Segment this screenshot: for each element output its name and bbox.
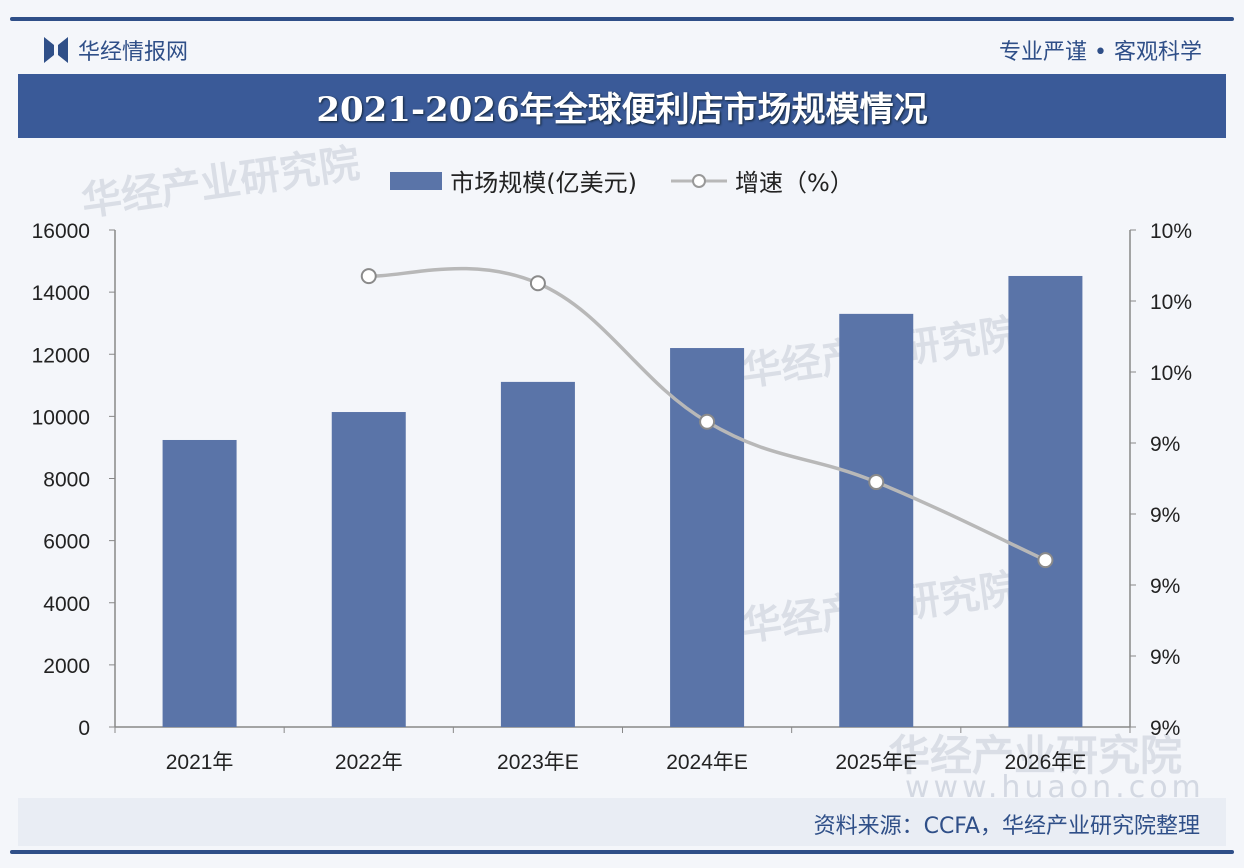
right-tick-label: 9%: [1150, 575, 1180, 598]
growth-point: [360, 268, 377, 285]
x-tick-label: 2023年E: [497, 751, 579, 774]
left-tick-label: 10000: [32, 406, 90, 429]
left-tick-label: 4000: [43, 593, 90, 616]
x-tick-label: 2024年E: [666, 751, 748, 774]
growth-point: [868, 474, 885, 491]
right-tick-label: 10%: [1150, 362, 1192, 385]
bar-2026年E: [1008, 275, 1083, 727]
left-tick-label: 8000: [43, 469, 90, 492]
bar-2024年E: [670, 348, 745, 727]
x-tick-label: 2022年: [335, 751, 403, 774]
brand: 华经情报网: [44, 34, 188, 66]
right-tick-label: 9%: [1150, 504, 1180, 527]
brand-logo-icon: [44, 37, 68, 63]
bar-2025年E: [839, 313, 914, 727]
legend-bar-swatch: [390, 171, 443, 190]
brand-name: 华经情报网: [78, 40, 189, 65]
bar-2022年: [331, 412, 406, 727]
legend: 市场规模(亿美元) 增速（%）: [0, 163, 1244, 198]
footer-band: [18, 798, 1226, 846]
bar-2021年: [162, 439, 237, 727]
growth-point: [699, 413, 716, 430]
left-tick-label: 16000: [32, 220, 90, 243]
top-rule: [10, 17, 1234, 21]
legend-line-swatch-icon: [670, 173, 727, 188]
growth-point: [529, 275, 546, 292]
left-tick-label: 14000: [32, 282, 90, 305]
right-tick-label: 10%: [1150, 220, 1192, 243]
x-tick-label: 2025年E: [835, 751, 917, 774]
right-tick-label: 9%: [1150, 717, 1180, 740]
bar-2023年E: [500, 381, 575, 727]
slogan: 专业严谨 • 客观科学: [999, 40, 1202, 65]
legend-item-bar: 市场规模(亿美元): [390, 163, 637, 198]
growth-point: [1037, 552, 1054, 569]
right-tick-label: 9%: [1150, 433, 1180, 456]
legend-item-line: 增速（%）: [670, 163, 854, 198]
chart-title: 2021-2026年全球便利店市场规模情况: [316, 89, 928, 130]
left-tick-label: 6000: [43, 531, 90, 554]
right-tick-label: 9%: [1150, 646, 1180, 669]
bottom-rule: [10, 850, 1234, 854]
left-tick-label: 0: [78, 717, 90, 740]
source-note: 资料来源：CCFA，华经产业研究院整理: [813, 814, 1200, 839]
left-tick-label: 12000: [32, 344, 90, 367]
x-tick-label: 2021年: [166, 751, 234, 774]
title-bar: 2021-2026年全球便利店市场规模情况: [18, 74, 1226, 138]
legend-label: 增速（%）: [734, 169, 854, 197]
x-tick-label: 2026年E: [1005, 751, 1087, 774]
legend-label: 市场规模(亿美元): [450, 169, 637, 197]
right-tick-label: 10%: [1150, 291, 1192, 314]
left-tick-label: 2000: [43, 655, 90, 678]
watermark: 华经产业研究院: [888, 731, 1183, 780]
